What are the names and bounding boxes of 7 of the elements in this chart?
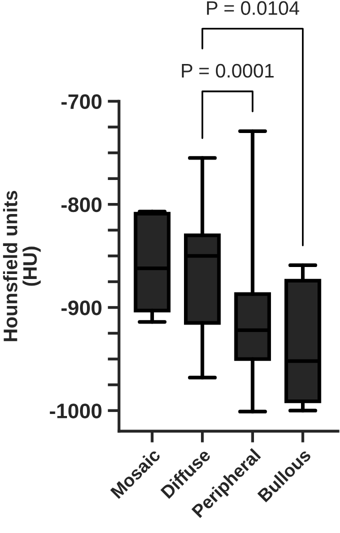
y-tick-label: -1000 xyxy=(50,404,102,418)
text: P = 0.0001 xyxy=(182,64,274,78)
y-tick-label: -800 xyxy=(61,197,102,212)
y-tick-label: -700 xyxy=(61,94,102,110)
y-axis-title: Hounsfield units (HU) xyxy=(3,190,41,342)
text: P = 0.0104 xyxy=(207,1,300,15)
y-tick-label: -900 xyxy=(61,300,102,316)
